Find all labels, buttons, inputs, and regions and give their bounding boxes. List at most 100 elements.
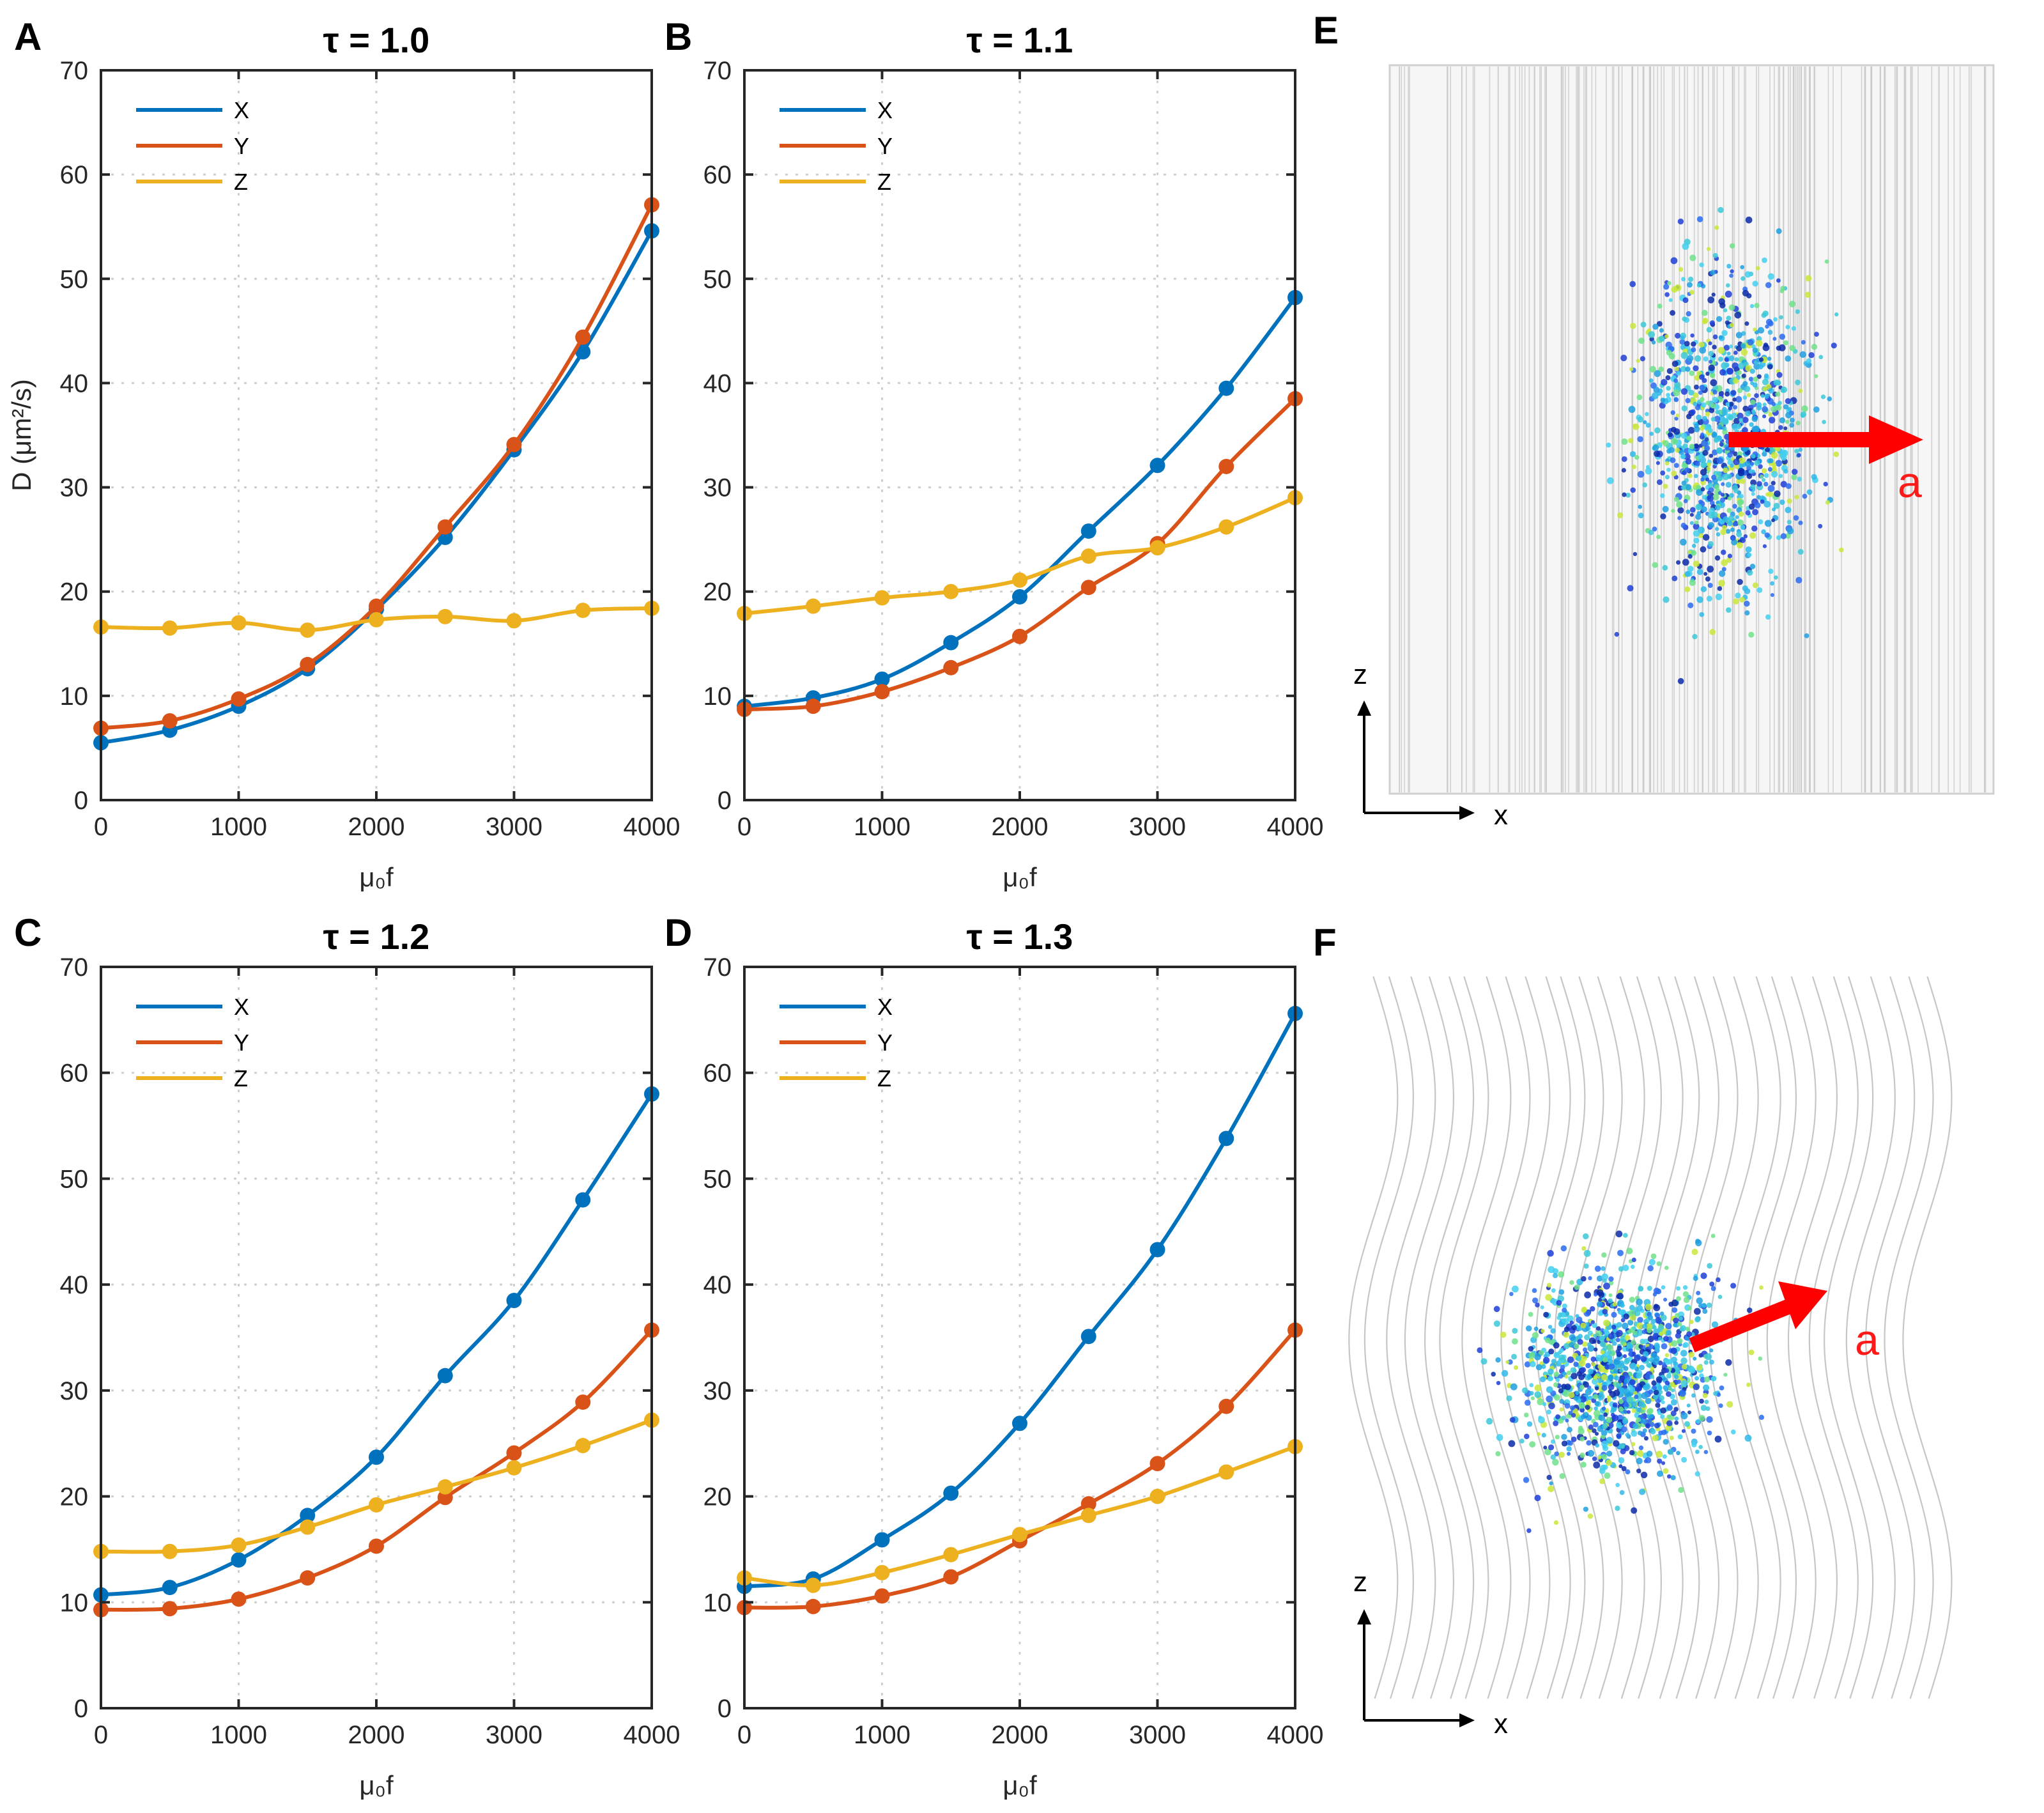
particle bbox=[1648, 1258, 1656, 1266]
data-point-y bbox=[231, 1591, 247, 1607]
particle bbox=[1725, 1359, 1732, 1366]
particle bbox=[1633, 552, 1638, 557]
particle bbox=[1618, 1378, 1623, 1384]
particle bbox=[1795, 309, 1801, 314]
data-point-y bbox=[300, 1570, 316, 1586]
particle bbox=[1521, 1387, 1528, 1394]
data-point-x bbox=[943, 635, 959, 651]
particle bbox=[1780, 286, 1786, 291]
particle bbox=[1694, 374, 1701, 381]
particle bbox=[1709, 1359, 1714, 1365]
particle bbox=[1693, 392, 1699, 398]
y-tick-label: 70 bbox=[60, 953, 89, 982]
particle bbox=[1674, 416, 1679, 421]
particle bbox=[1698, 1414, 1705, 1422]
x-tick-label: 2000 bbox=[992, 813, 1049, 841]
particle bbox=[1653, 1389, 1659, 1396]
particle bbox=[1603, 1282, 1610, 1290]
particle bbox=[1627, 1319, 1634, 1326]
particle bbox=[1509, 1292, 1514, 1297]
particle bbox=[1585, 1389, 1592, 1396]
particle bbox=[1689, 579, 1696, 586]
particle bbox=[1606, 1437, 1613, 1444]
particle bbox=[1727, 414, 1733, 420]
particle bbox=[1681, 485, 1686, 490]
particle bbox=[1563, 1331, 1570, 1338]
particle bbox=[1747, 553, 1752, 557]
particle bbox=[1638, 1445, 1644, 1451]
fibre-line bbox=[1808, 976, 1859, 1699]
data-point-z bbox=[506, 613, 522, 629]
particle bbox=[1532, 1288, 1537, 1293]
fibre-line bbox=[1480, 976, 1531, 1699]
data-point-x bbox=[1080, 523, 1096, 539]
particle bbox=[1615, 1483, 1620, 1488]
particle bbox=[1740, 525, 1746, 530]
particle bbox=[1537, 1431, 1541, 1436]
particle bbox=[1550, 1439, 1556, 1444]
particle bbox=[1722, 426, 1727, 431]
particle bbox=[1652, 562, 1658, 568]
particle bbox=[1555, 1435, 1560, 1440]
particle bbox=[1775, 459, 1783, 467]
particle bbox=[1613, 1389, 1620, 1397]
particle bbox=[1592, 1322, 1597, 1329]
particle bbox=[1552, 1458, 1559, 1466]
particle bbox=[1664, 1265, 1669, 1270]
particle bbox=[1618, 1368, 1624, 1373]
particle bbox=[1676, 1296, 1681, 1302]
particle bbox=[1686, 355, 1694, 362]
particle bbox=[1744, 271, 1751, 278]
chart-tau-1-3: 0 1000 2000 3000 4000 0 10 20 30 40 50 60 70 τ = 1.3 μ… bbox=[703, 916, 1324, 1800]
particle bbox=[1636, 394, 1643, 401]
particle bbox=[1558, 1289, 1565, 1295]
particle bbox=[1733, 451, 1738, 457]
particle bbox=[1622, 1322, 1629, 1330]
particle bbox=[1614, 631, 1620, 637]
particle bbox=[1661, 379, 1668, 386]
particle bbox=[1762, 414, 1767, 419]
particle bbox=[1671, 509, 1675, 513]
particle bbox=[1594, 1431, 1599, 1436]
particle bbox=[1561, 1433, 1567, 1440]
particle bbox=[1677, 1338, 1683, 1344]
plot-area bbox=[744, 70, 1295, 800]
particle bbox=[1583, 1347, 1588, 1352]
particle bbox=[1765, 324, 1769, 329]
particle bbox=[1663, 1297, 1668, 1302]
particle bbox=[1699, 1398, 1704, 1404]
particle bbox=[1601, 1440, 1608, 1447]
data-point-x bbox=[943, 1485, 959, 1501]
particle bbox=[1597, 1455, 1602, 1460]
data-point-z bbox=[162, 1543, 178, 1559]
particle bbox=[1686, 435, 1691, 441]
particle bbox=[1762, 478, 1766, 482]
data-point-y bbox=[437, 1490, 453, 1506]
particle bbox=[1681, 1429, 1686, 1433]
fibre-line bbox=[1731, 976, 1781, 1699]
particle bbox=[1714, 415, 1721, 422]
particle bbox=[1624, 1359, 1630, 1365]
particle bbox=[1630, 1264, 1635, 1269]
particle bbox=[1629, 451, 1636, 458]
particle bbox=[1696, 1364, 1703, 1371]
particle bbox=[1700, 586, 1707, 592]
particle bbox=[1750, 381, 1755, 385]
particle bbox=[1598, 1414, 1606, 1421]
particle bbox=[1793, 515, 1799, 521]
particle bbox=[1588, 1276, 1592, 1281]
particle bbox=[1636, 1417, 1641, 1423]
data-point-z bbox=[231, 615, 247, 631]
data-point-x bbox=[506, 1293, 522, 1308]
particle bbox=[1636, 1322, 1643, 1329]
particle bbox=[1751, 469, 1755, 474]
particle bbox=[1637, 1430, 1643, 1436]
particle bbox=[1740, 265, 1744, 270]
particle bbox=[1753, 425, 1760, 433]
particle bbox=[1730, 1429, 1736, 1435]
particle bbox=[1623, 1366, 1629, 1371]
particle bbox=[1621, 468, 1626, 473]
particle bbox=[1594, 1406, 1598, 1411]
particle bbox=[1648, 1344, 1654, 1350]
particle bbox=[1696, 569, 1703, 575]
